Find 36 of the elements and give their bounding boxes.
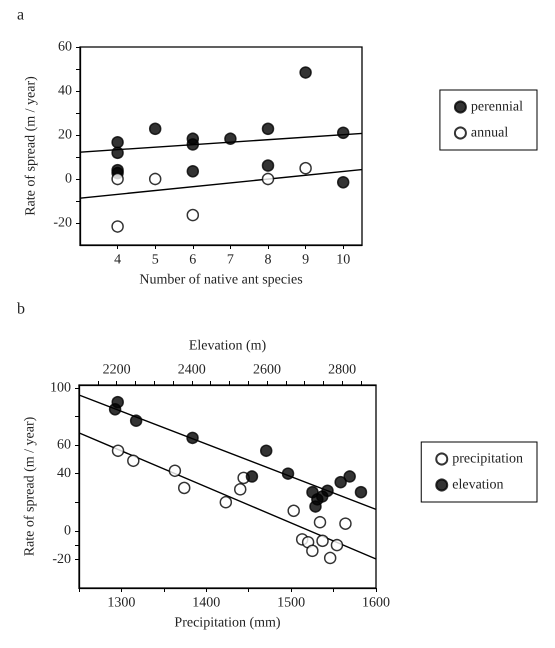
legend-label: annual: [470, 126, 508, 140]
chart-title: b: [17, 300, 25, 318]
legend-label: perennial: [470, 100, 524, 114]
x-tick-label: 10: [336, 252, 350, 268]
y-tick-label: 0: [64, 523, 71, 538]
x-tick-label: 8: [264, 252, 272, 268]
legend-label: elevation: [452, 478, 504, 492]
y-tick-label: 40: [57, 466, 71, 482]
x-axis-title: Precipitation (mm): [174, 616, 281, 630]
x-tick-label: 1500: [277, 596, 306, 610]
y-tick-label: 40: [58, 84, 72, 98]
x2-tick-label: 2200: [102, 362, 131, 378]
y-tick-label: 20: [58, 128, 72, 142]
x-tick-label: 9: [302, 252, 310, 268]
x2-tick-label: 2400: [178, 362, 206, 378]
x-tick-label: 1400: [192, 596, 220, 610]
x2-axis-title: Elevation (m): [188, 338, 267, 354]
y-tick-label: -20: [53, 216, 72, 230]
y-axis-title: Rate of spread (m / year): [22, 416, 38, 556]
x-tick-label: 6: [189, 252, 196, 268]
y-tick-label: 60: [57, 438, 71, 453]
x-tick-label: 5: [152, 252, 159, 268]
chart-title: a: [17, 6, 24, 24]
y-tick-label: -20: [52, 552, 71, 567]
y-axis-title: Rate of spread (m / year): [24, 76, 38, 216]
x-axis-title: Number of native ant species: [139, 272, 303, 288]
y-tick-label: 60: [58, 40, 72, 54]
legend-label: precipitation: [452, 452, 524, 466]
y-tick-label: 0: [65, 172, 72, 186]
x-tick-label: 1300: [107, 596, 136, 610]
y-tick-label: 100: [50, 380, 71, 396]
x-tick-label: 1600: [362, 596, 390, 610]
x2-tick-label: 2800: [328, 362, 356, 378]
x-tick-label: 7: [226, 252, 234, 268]
x2-tick-label: 2600: [252, 362, 281, 378]
x-tick-label: 4: [114, 252, 122, 268]
